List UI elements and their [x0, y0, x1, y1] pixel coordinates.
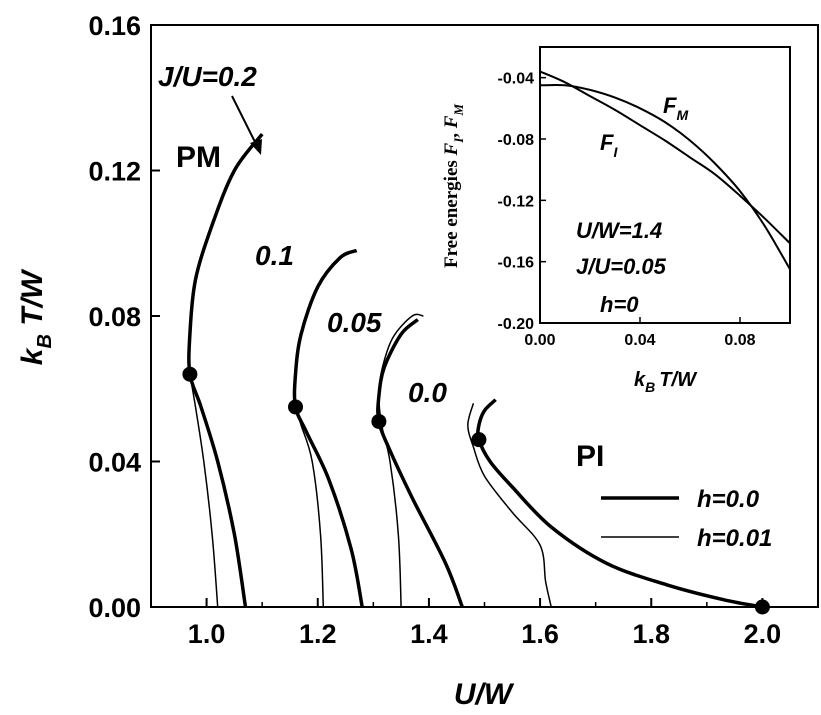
y-tick-label: 0.04 — [88, 448, 141, 478]
annotation-0-05: 0.05 — [327, 307, 382, 338]
x-tick-label: 1.8 — [632, 619, 670, 649]
inset-y-tick-label: -0.08 — [498, 132, 535, 149]
x-tick-label: 2.0 — [744, 619, 782, 649]
series-line-j-u-0-0-h-0-01 — [467, 403, 552, 608]
main-x-axis-label: U/W — [454, 678, 515, 711]
annotation-arrow-head — [250, 139, 262, 155]
legend: h=0.0 h=0.01 — [601, 486, 772, 552]
inset-axis-ticks: 0.00 0.04 0.08 -0.04 -0.08 -0.12 -0.16 -0.20 — [498, 71, 756, 349]
inset-x-tick-label: 0.08 — [724, 332, 755, 349]
x-tick-label: 1.2 — [299, 619, 337, 649]
x-tick-label: 1.4 — [410, 619, 448, 649]
annotation-j-u-0-2: J/U=0.2 — [158, 61, 257, 92]
y-tick-label: 0.16 — [88, 11, 141, 41]
main-y-axis-label: kB T/W — [16, 268, 56, 365]
inset-series-line-f-m — [539, 83, 791, 270]
inset-annotation-uw: U/W=1.4 — [576, 218, 662, 243]
series-line-j-u-0-05-h-0-01 — [378, 313, 424, 608]
y-tick-label: 0.08 — [88, 302, 141, 332]
annotation-arrow-shaft — [231, 95, 259, 149]
annotation-pm: PM — [176, 141, 221, 174]
critical-point-marker — [754, 599, 770, 615]
series-line-j-u-0-0-h-0-0 — [476, 398, 763, 609]
inset-y-tick-label: -0.16 — [498, 255, 535, 272]
legend-label-h001: h=0.01 — [697, 525, 772, 552]
y-tick-label: 0.12 — [88, 157, 141, 187]
inset-y-tick-label: -0.20 — [498, 316, 535, 333]
y-tick-label: 0.00 — [88, 593, 141, 623]
inset-annotation-h: h=0 — [600, 292, 639, 317]
inset-series-group — [539, 70, 791, 270]
main-axis-ticks: 1.0 1.2 1.4 1.6 1.8 2.0 0.00 0.04 0.08 0.12 0.16 — [88, 11, 819, 649]
inset-plot-frame — [539, 46, 791, 324]
x-tick-label: 1.0 — [188, 619, 226, 649]
critical-point-marker — [288, 399, 304, 415]
inset-y-tick-label: -0.12 — [498, 193, 535, 210]
annotation-pi: PI — [576, 440, 604, 473]
x-tick-label: 1.6 — [521, 619, 559, 649]
inset-y-tick-label: -0.04 — [498, 71, 535, 88]
inset-x-axis-label: kB T/W — [634, 369, 698, 395]
critical-point-marker — [471, 432, 487, 448]
main-markers-group — [182, 366, 770, 615]
inset-curve-label-fi: FI — [600, 130, 618, 160]
critical-point-marker — [371, 413, 387, 429]
inset-x-tick-label: 0.00 — [524, 332, 555, 349]
annotation-0-0: 0.0 — [408, 377, 447, 408]
series-line-j-u-0-2-h-0-0 — [187, 133, 264, 608]
series-line-j-u-0-2-h-0-01 — [189, 374, 219, 608]
inset-y-axis-label: Free energies FI, FM — [441, 104, 466, 268]
critical-point-marker — [182, 366, 198, 382]
annotation-0-1: 0.1 — [255, 240, 294, 271]
series-line-j-u-0-1-h-0-0 — [292, 248, 364, 608]
inset-annotation-ju: J/U=0.05 — [576, 254, 667, 279]
main-series-group — [187, 133, 763, 609]
series-line-j-u-0-1-h-0-01 — [294, 406, 325, 608]
inset-x-tick-label: 0.04 — [624, 332, 655, 349]
legend-label-h0: h=0.0 — [697, 486, 760, 513]
inset-curve-label-fm: FM — [663, 93, 688, 123]
